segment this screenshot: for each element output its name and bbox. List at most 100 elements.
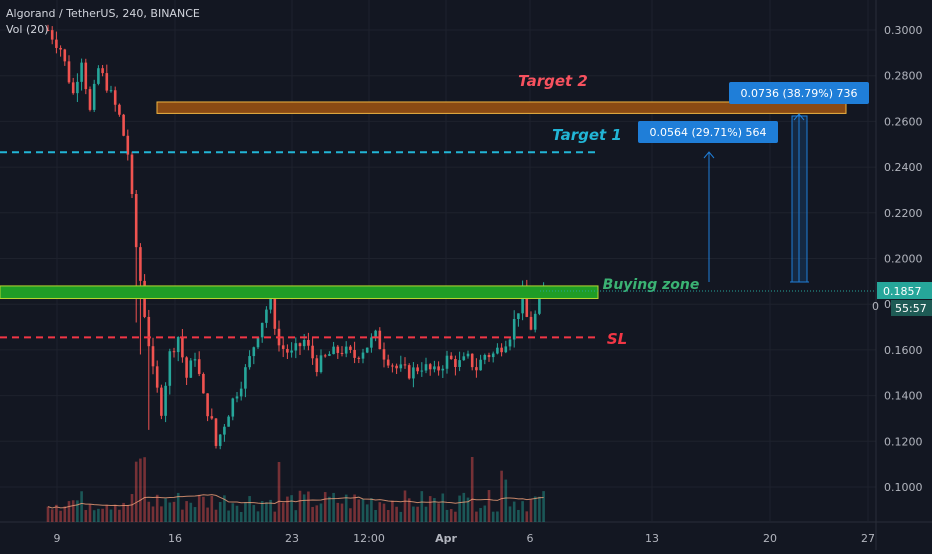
time-tick-label: 27 <box>861 532 875 545</box>
candle-body <box>491 353 495 358</box>
volume-bar <box>412 506 415 522</box>
volume-bar <box>315 505 319 522</box>
volume-bar <box>181 509 184 522</box>
volume-bar <box>210 495 214 522</box>
target2-label: Target 2 <box>518 72 588 90</box>
volume-bar <box>281 502 285 522</box>
volume-bar <box>407 498 411 522</box>
volume-bar <box>55 504 58 522</box>
target2-measure-text: 0.0736 (38.79%) 736 <box>740 87 857 100</box>
candle-body <box>508 339 512 347</box>
volume-bar <box>433 498 436 522</box>
candle-body <box>470 353 474 368</box>
candle-body <box>172 351 176 353</box>
volume-bar <box>59 510 62 522</box>
candle-body <box>462 356 466 361</box>
candle-body <box>239 388 243 397</box>
candle-body <box>160 387 163 416</box>
volume-bar <box>529 499 533 522</box>
price-tick-label: 0.1200 <box>884 435 923 448</box>
candle-body <box>424 364 428 371</box>
volume-bar <box>202 496 205 522</box>
price-tick-label: 0.3000 <box>884 24 923 37</box>
candle-body <box>76 81 79 94</box>
candle-body <box>319 355 323 373</box>
candle-body <box>311 345 314 359</box>
candle-body <box>130 154 134 194</box>
price-tick-label: 0.1000 <box>884 481 923 494</box>
candle-body <box>273 296 277 329</box>
time-tick-label: 16 <box>168 532 182 545</box>
sl-label: SL <box>607 330 627 348</box>
candle-body <box>500 347 503 353</box>
volume-bar <box>424 506 428 522</box>
candle-body <box>84 62 88 90</box>
volume-bar <box>139 458 142 522</box>
chart-symbol-title: Algorand / TetherUS, 240, BINANCE <box>6 7 200 20</box>
candle-body <box>475 367 478 371</box>
candle-body <box>302 340 306 347</box>
candle-body <box>521 288 524 314</box>
candle-body <box>92 83 96 110</box>
candle-body <box>134 193 138 248</box>
volume-bar <box>525 511 529 522</box>
candle-body <box>71 82 75 94</box>
volume-bar <box>260 501 264 522</box>
current-price-tag <box>877 282 932 299</box>
volume-bar <box>370 498 373 522</box>
volume-bar <box>340 503 344 522</box>
candle-body <box>407 365 411 379</box>
volume-bar <box>298 490 302 522</box>
volume-bar <box>374 509 377 522</box>
candle-body <box>286 348 289 353</box>
volume-bar <box>445 509 449 522</box>
volume-bar <box>328 496 331 522</box>
volume-bar <box>361 499 365 522</box>
candle-body <box>323 355 327 357</box>
volume-bar <box>218 502 222 522</box>
candle-body <box>210 416 214 419</box>
candle-body <box>466 353 470 357</box>
candle-body <box>244 367 247 389</box>
candle-body <box>399 364 403 369</box>
candle-body <box>59 47 62 50</box>
candle-body <box>248 356 251 368</box>
volume-bar <box>235 505 239 522</box>
candle-body <box>122 114 125 136</box>
volume-bar <box>273 511 277 522</box>
partial-price-tick: 0 <box>872 300 879 313</box>
candle-body <box>126 135 130 155</box>
candle-body <box>332 346 335 355</box>
volume-bar <box>496 511 499 522</box>
candle-body <box>46 30 50 31</box>
volume-bar <box>256 511 260 522</box>
volume-bar <box>349 508 352 522</box>
candle-body <box>525 288 529 317</box>
volume-bar <box>542 491 545 522</box>
candle-body <box>412 367 415 379</box>
volume-bar <box>479 507 482 522</box>
volume-ma-line <box>47 494 544 509</box>
volume-bar <box>164 498 167 522</box>
candle-body <box>365 347 369 353</box>
candle-body <box>395 365 398 369</box>
volume-bar <box>395 506 398 522</box>
volume-bar <box>134 461 138 522</box>
candle-body <box>155 366 159 388</box>
time-tick-label: 6 <box>527 532 534 545</box>
volume-bar <box>491 511 495 522</box>
volume-bar <box>176 492 180 522</box>
candle-body <box>349 346 352 350</box>
volume-bar <box>475 511 478 522</box>
volume-bar <box>378 502 382 522</box>
volume-bar <box>487 490 491 522</box>
volume-bar <box>403 490 407 522</box>
price-tick-label: 0.2200 <box>884 207 923 220</box>
candle-body <box>441 368 445 371</box>
volume-bar <box>109 509 113 522</box>
volume-bar <box>223 495 226 522</box>
volume-bar <box>365 504 369 522</box>
volume-bar <box>449 509 453 522</box>
